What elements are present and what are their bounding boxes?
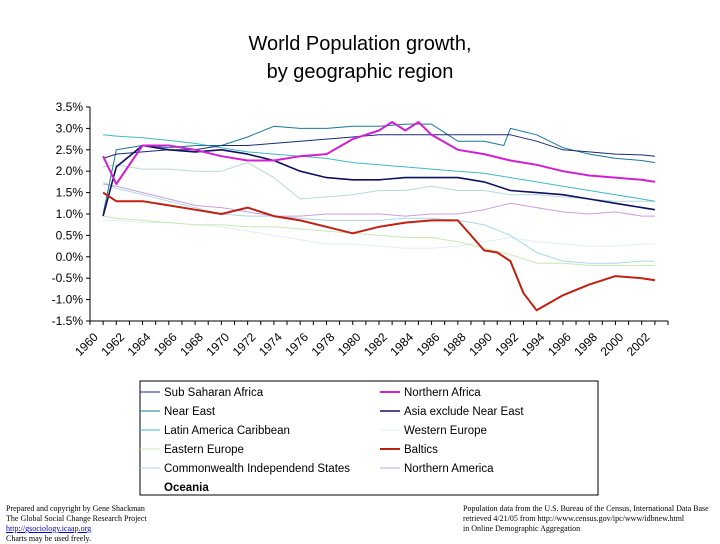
x-tick-label: 1978 (309, 330, 338, 359)
series-line-near-east (102, 123, 655, 215)
plot-area (102, 121, 656, 312)
series-line-latin-america-caribbean (103, 134, 655, 202)
chart-title-line-2: by geographic region (267, 61, 454, 83)
legend-label-northern-africa: Northern Africa (404, 387, 481, 399)
y-tick-label: -1.5% (52, 314, 84, 328)
x-tick-label: 1968 (177, 330, 206, 359)
series-line-baltics (102, 191, 656, 312)
x-tick-label: 1984 (387, 330, 416, 359)
source-line-1: Population data from the U.S. Bureau of … (463, 504, 709, 513)
series-line-asia-exclude-near-east (102, 144, 656, 217)
x-tick-label: 1974 (256, 330, 285, 359)
x-tick-label: 1972 (230, 330, 259, 359)
y-tick-label: 3.5% (56, 100, 84, 114)
x-tick-label: 1992 (492, 330, 521, 359)
series-line-commonwealth-independend-states (102, 181, 655, 264)
x-tick-label: 1966 (151, 330, 180, 359)
x-tick-label: 1986 (414, 330, 443, 359)
x-tick-label: 1996 (545, 330, 574, 359)
y-tick-label: 0.0% (56, 250, 84, 264)
x-tick-label: 1982 (361, 330, 390, 359)
x-tick-label: 1994 (519, 330, 548, 359)
y-tick-label: 2.0% (56, 164, 84, 178)
y-tick-label: -0.5% (52, 271, 84, 285)
series-line-western-europe (103, 219, 655, 249)
legend: Sub Saharan Africa Near East Latin America… (140, 387, 524, 494)
x-tick-label: 2000 (598, 330, 627, 359)
legend-label-latin-america-caribbean: Latin America Caribbean (164, 425, 290, 437)
credit-author: Prepared and copyright by Gene Shackman (6, 504, 145, 513)
source-line-3: in Online Demographic Aggregation (463, 524, 581, 533)
x-tick-label: 1970 (203, 330, 232, 359)
y-tick-label: 2.5% (56, 143, 84, 157)
legend-box (139, 380, 599, 496)
chart-title-line-1: World Population growth, (248, 33, 471, 55)
y-tick-label: -1.0% (52, 293, 84, 307)
axes: 3.5% 3.0% 2.5% 2.0% 1.5% 1.0% 0.5% 0.0% -0.5% -1.… (52, 100, 669, 359)
y-tick-label: 1.5% (56, 186, 84, 200)
legend-label-eastern-europe: Eastern Europe (164, 444, 244, 456)
x-tick-label: 1998 (571, 330, 600, 359)
credit-usage: Charts may be used freely. (6, 534, 92, 543)
series-line-northern-africa (102, 121, 656, 185)
x-tick-label: 1960 (72, 330, 101, 359)
legend-label-oceania: Oceania (164, 482, 209, 494)
legend-label-sub-saharan-africa: Sub Saharan Africa (164, 387, 264, 399)
legend-label-asia-exclude-near-east: Asia exclude Near East (404, 406, 524, 418)
credit-link[interactable]: http://gsociology.icaap.org (6, 524, 92, 533)
legend-label-western-europe: Western Europe (404, 425, 487, 437)
series-line-sub-saharan-africa (102, 134, 655, 159)
x-tick-label: 1988 (440, 330, 469, 359)
series-line-eastern-europe (103, 215, 655, 266)
y-tick-label: 1.0% (56, 207, 84, 221)
legend-label-commonwealth-independend-states: Commonwealth Independend States (164, 463, 350, 475)
legend-label-baltics: Baltics (404, 444, 438, 456)
series-line-oceania (103, 162, 655, 202)
x-tick-label: 1980 (335, 330, 364, 359)
credit-project: The Global Social Change Research Projec… (6, 514, 147, 523)
x-tick-label: 1962 (98, 330, 127, 359)
x-tick-label: 1976 (282, 330, 311, 359)
credit-left: Prepared and copyright by Gene Shackman … (6, 504, 226, 544)
source-line-2: retrieved 4/21/05 from http://www.census… (463, 514, 685, 523)
legend-label-near-east: Near East (164, 406, 216, 418)
x-tick-label: 1964 (125, 330, 154, 359)
credit-right: Population data from the U.S. Bureau of … (463, 504, 718, 534)
series-line-northern-america (103, 183, 655, 217)
legend-label-northern-america: Northern America (404, 463, 494, 475)
y-tick-label: 0.5% (56, 228, 84, 242)
y-tick-label: 3.0% (56, 121, 84, 135)
x-tick-label: 2002 (624, 330, 653, 359)
x-tick-label: 1990 (466, 330, 495, 359)
